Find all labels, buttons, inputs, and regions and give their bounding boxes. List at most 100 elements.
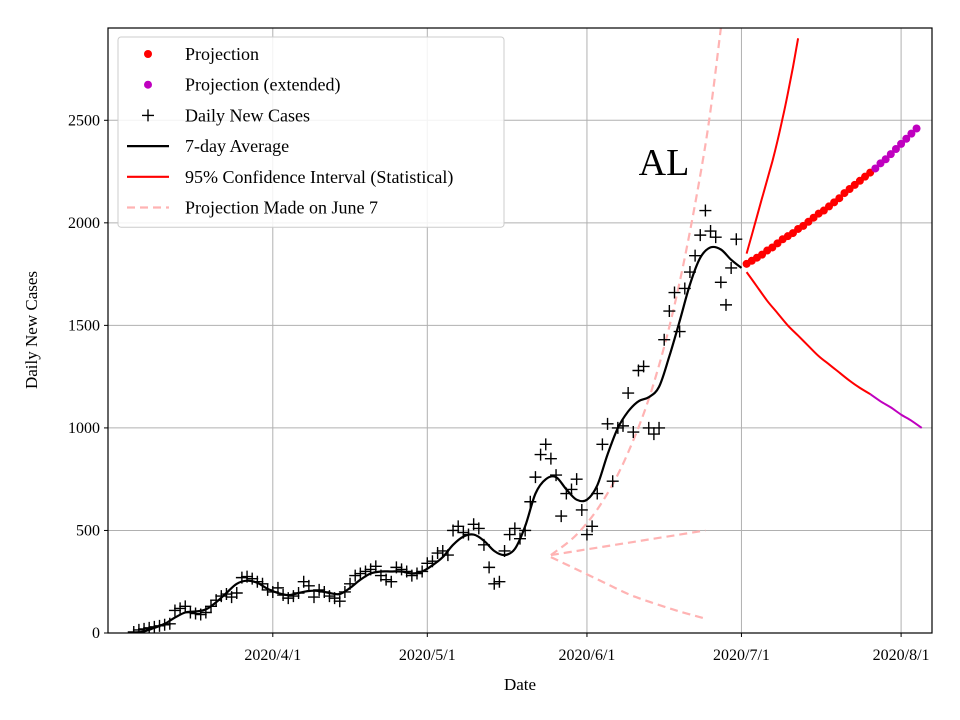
daily-cases-point (534, 448, 547, 461)
daily-cases-point (699, 204, 712, 217)
daily-cases-point (673, 325, 686, 338)
daily-cases-point (354, 567, 367, 580)
daily-cases-point (302, 579, 315, 592)
daily-cases-point (647, 428, 660, 441)
ticks: 0 500 1000 1500 2000 2500 2020/4/1 2020/5/1 2020… (68, 112, 930, 664)
legend-projection_ext-label: Projection (extended) (185, 75, 340, 96)
daily-cases-point (519, 524, 532, 537)
projection-extended-point (912, 124, 921, 133)
daily-cases-point (601, 417, 614, 430)
marker-layer (127, 124, 921, 633)
daily-cases-point (395, 563, 408, 576)
daily-cases-point (678, 282, 691, 295)
seven-day-average-line (133, 245, 743, 633)
daily-cases-point (323, 590, 336, 603)
daily-cases-point (503, 528, 516, 541)
daily-cases-point (411, 567, 423, 580)
x-tick-label: 2020/5/1 (399, 647, 456, 664)
daily-cases-point (241, 570, 254, 583)
daily-cases-point (292, 587, 305, 600)
daily-cases-point (683, 266, 696, 279)
legend: Projection Projection (extended) Daily New… (117, 36, 505, 228)
legend-ci-label: 95% Confidence Interval (Statistical) (185, 167, 453, 188)
ci-upper-line (745, 38, 800, 254)
daily-cases-point (514, 532, 526, 545)
daily-cases-point (611, 421, 624, 434)
june7-projection-upper-line (550, 28, 722, 556)
daily-cases-point (251, 575, 264, 588)
daily-cases-point (550, 469, 563, 482)
daily-cases-point (441, 549, 454, 562)
daily-cases-point (189, 607, 202, 620)
ci-lower-extended-line (869, 393, 923, 429)
projection-extended-point (902, 134, 911, 143)
daily-cases-point (174, 602, 187, 615)
daily-cases-point (215, 590, 228, 603)
x-tick-label: 2020/7/1 (713, 647, 770, 664)
daily-cases-point (653, 421, 666, 434)
daily-cases-point (158, 618, 171, 631)
x-tick-label: 2020/8/1 (873, 647, 930, 664)
legend-projection-label: Projection (185, 44, 259, 64)
daily-cases-point (271, 581, 284, 594)
daily-cases-point (714, 276, 727, 289)
projection-extended-point (907, 129, 916, 138)
legend-projection_ext-marker (144, 80, 152, 89)
daily-cases-point (143, 621, 156, 633)
daily-cases-point (617, 419, 629, 432)
daily-cases-point (730, 233, 743, 246)
daily-cases-point (184, 606, 197, 619)
projection-extended-point (886, 150, 895, 159)
june7-projection-mid-line (550, 529, 706, 557)
daily-cases-point (168, 604, 181, 617)
projection-extended-point (897, 139, 906, 148)
daily-cases-point (235, 571, 248, 584)
y-tick-label: 1000 (68, 420, 100, 437)
daily-cases-point (668, 286, 681, 299)
daily-cases-point (637, 360, 650, 373)
plot-frame (107, 27, 933, 634)
daily-cases-point (544, 452, 557, 465)
daily-cases-point (261, 583, 274, 596)
daily-cases-point (230, 587, 243, 600)
daily-cases-point (205, 600, 217, 613)
daily-cases-point (220, 588, 233, 601)
daily-cases-point (689, 249, 702, 262)
daily-cases-point (179, 600, 192, 613)
daily-cases-point (570, 473, 583, 486)
projection-extended-point (881, 155, 890, 164)
daily-cases-point (498, 544, 511, 557)
daily-cases-point (452, 520, 465, 533)
daily-cases-point (344, 577, 357, 590)
projection-point (835, 194, 844, 203)
daily-cases-point (127, 625, 140, 633)
daily-cases-point (385, 575, 398, 588)
daily-cases-point (199, 606, 212, 619)
daily-cases-point (555, 510, 568, 523)
daily-cases-point (477, 538, 490, 551)
daily-cases-point (575, 503, 588, 516)
daily-cases-point (539, 438, 552, 451)
daily-cases-point (622, 387, 635, 400)
june7-projection-lower-line (550, 556, 706, 620)
daily-cases-point (725, 261, 738, 274)
legend-avg-label: 7-day Average (185, 136, 289, 156)
daily-cases-point (390, 561, 403, 574)
projection-extended-point (871, 164, 880, 173)
daily-cases-point (369, 560, 382, 573)
daily-cases-point (308, 591, 320, 604)
y-tick-label: 1500 (68, 317, 100, 334)
daily-cases-point (591, 487, 604, 500)
daily-cases-point (132, 623, 145, 633)
daily-cases-point (426, 555, 439, 568)
state-label: AL (639, 142, 690, 184)
daily-cases-point (416, 565, 429, 578)
daily-cases-point (287, 590, 300, 603)
daily-cases-point (333, 595, 346, 608)
daily-cases-point (256, 577, 269, 590)
daily-cases-point (642, 421, 655, 434)
daily-cases-point (380, 573, 393, 586)
daily-cases-point (586, 520, 599, 533)
